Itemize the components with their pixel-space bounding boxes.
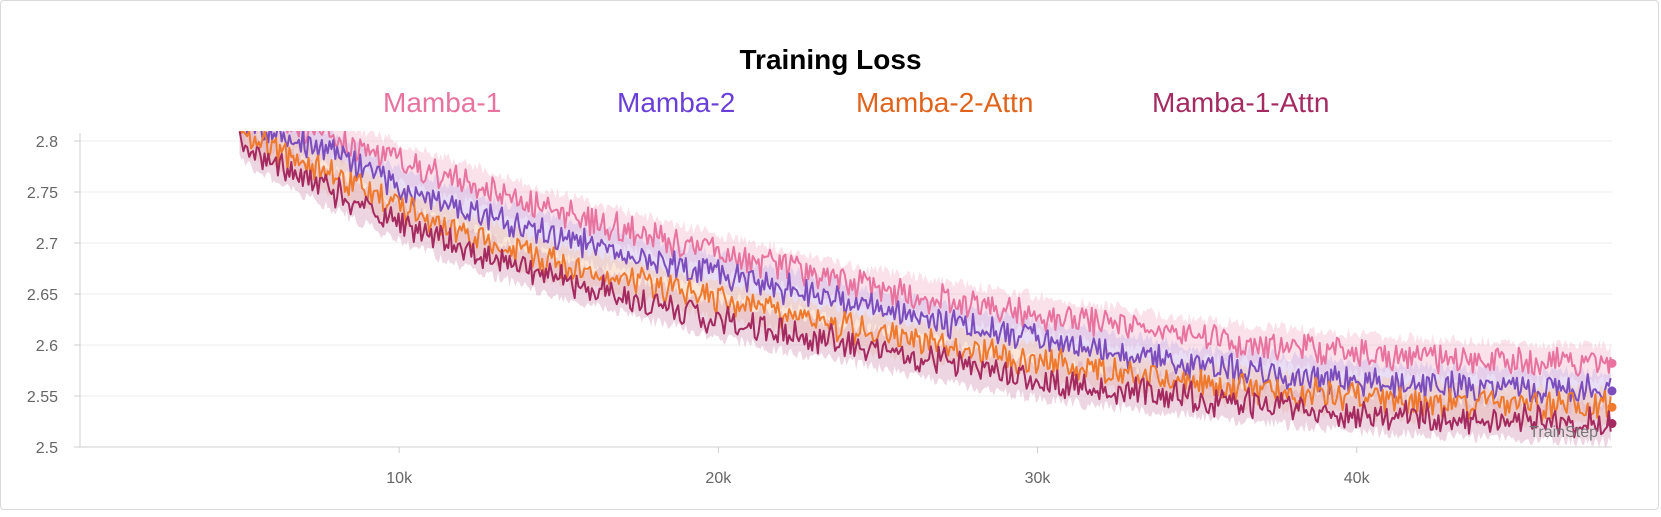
series-endpoints [1607,358,1617,429]
endpoint-mamba-2-attn [1607,402,1617,412]
legend-entry-mamba-1: Mamba-1 [383,87,502,118]
endpoint-mamba-1 [1607,358,1617,368]
legend-entry-mamba-2: Mamba-2 [617,87,736,118]
axes: 2.5 2.55 2.6 2.65 2.7 2.75 2.8 10k 20k 30k 40k [27,133,1612,487]
x-tick-label: 40k [1344,470,1371,487]
chart-title: Training Loss [739,44,922,75]
line-mamba-2 [245,131,1612,404]
x-tick-label: 10k [386,470,413,487]
y-tick-label: 2.7 [36,236,58,253]
y-tick-label: 2.8 [36,134,58,151]
band-mamba-1 [239,131,1611,387]
y-tick-label: 2.5 [36,440,58,457]
legend-entry-mamba-2-attn: Mamba-2-Attn [856,87,1034,118]
x-tick-label: 30k [1025,470,1052,487]
line-mamba-1-attn [238,131,1612,439]
x-axis-label: TrainStep [1529,424,1598,441]
x-tick-label: 20k [705,470,732,487]
endpoint-mamba-2 [1607,386,1617,396]
y-tick-label: 2.65 [27,287,58,304]
series-layer [238,131,1612,448]
endpoint-mamba-1-attn [1607,419,1617,429]
y-tick-label: 2.6 [36,338,58,355]
band-mamba-2-attn [239,131,1611,431]
y-tick-label: 2.75 [27,185,58,202]
line-mamba-1 [265,131,1612,377]
line-mamba-2-attn [238,131,1612,423]
y-tick-label: 2.55 [27,389,58,406]
legend-entry-mamba-1-attn: Mamba-1-Attn [1152,87,1330,118]
